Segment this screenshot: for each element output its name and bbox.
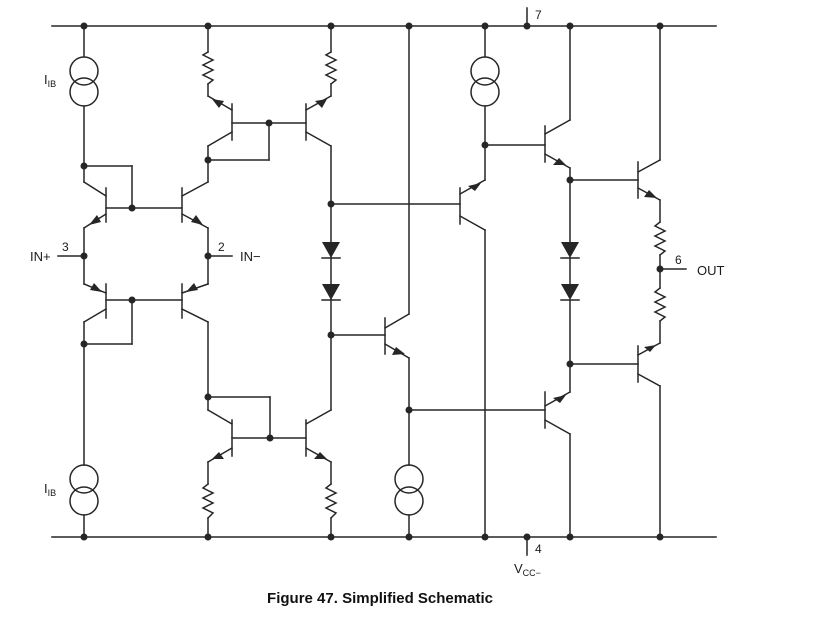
iib-bottom-label: IIB xyxy=(44,481,56,498)
vcc-minus-pin-number: 4 xyxy=(535,542,542,556)
vcc-plus-pin-number: 7 xyxy=(535,8,542,22)
bottom-left-current-source xyxy=(69,343,99,538)
top-mirror-transistor-left xyxy=(206,94,307,161)
vcc-minus-label: VCC− xyxy=(514,561,541,578)
top-center-current-source xyxy=(470,25,500,181)
bottom-right-resistor xyxy=(324,482,338,538)
in-plus-pin-number: 3 xyxy=(62,240,69,254)
input-transistor-q1 xyxy=(82,165,133,285)
junction-dots xyxy=(80,22,664,541)
input-transistor-q2 xyxy=(131,159,210,285)
middle-diode-string xyxy=(321,203,341,411)
output-transistor-upper xyxy=(636,25,662,223)
input-transistor-q4 xyxy=(180,283,210,398)
output-resistor-lower xyxy=(653,286,667,344)
output-bias-diodes xyxy=(560,242,580,393)
top-right-resistor xyxy=(324,25,338,97)
negative-supply-rail xyxy=(51,536,717,556)
bottom-left-resistor xyxy=(201,482,215,538)
top-mirror-transistor-right xyxy=(304,94,333,205)
out-label: OUT xyxy=(697,263,725,278)
output-resistor-upper xyxy=(653,220,667,289)
in-plus-label: IN+ xyxy=(30,249,51,264)
out-pin-number: 6 xyxy=(675,253,682,267)
figure-caption: Figure 47. Simplified Schematic xyxy=(267,590,493,607)
bottom-mirror-transistor-right xyxy=(304,408,333,485)
in-minus-pin-number: 2 xyxy=(218,240,225,254)
input-transistor-q3 xyxy=(82,283,183,345)
predriver-transistor xyxy=(484,25,572,243)
bottom-mirror-transistor-left xyxy=(206,396,307,485)
top-left-current-source xyxy=(69,25,99,167)
level-shift-transistor xyxy=(383,25,411,466)
iib-top-label: IIB xyxy=(44,72,56,89)
lower-predriver-transistor xyxy=(543,390,572,538)
positive-supply-rail xyxy=(51,7,717,27)
driver-transistor xyxy=(458,178,487,538)
bottom-center-current-source xyxy=(394,464,424,538)
top-left-resistor xyxy=(201,25,215,97)
in-minus-label: IN− xyxy=(240,249,261,264)
output-transistor-lower xyxy=(636,341,662,538)
